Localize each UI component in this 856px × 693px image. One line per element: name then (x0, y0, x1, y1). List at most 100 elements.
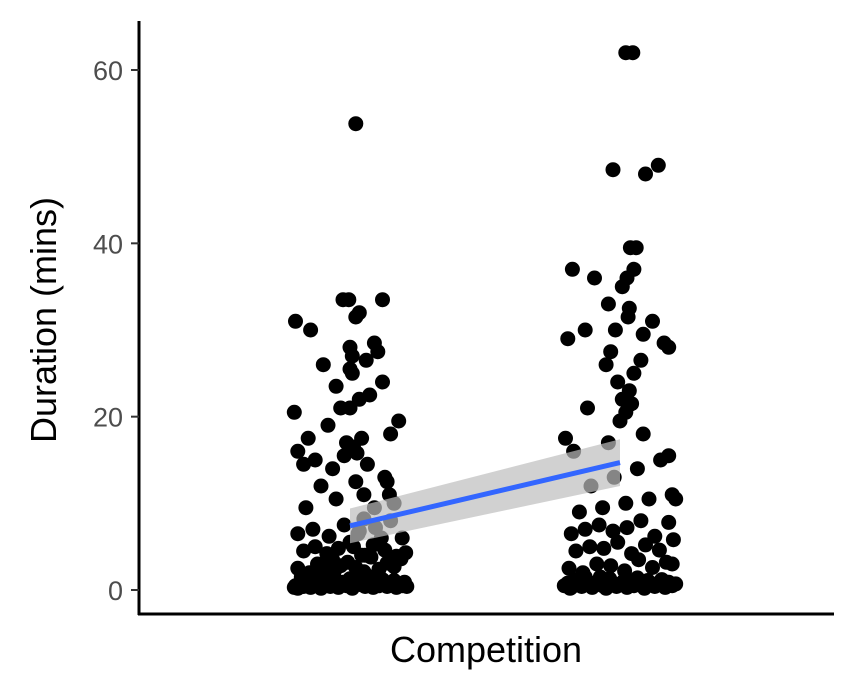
data-point (607, 322, 623, 338)
data-point (635, 326, 651, 342)
data-point (603, 558, 619, 574)
data-point (562, 580, 578, 596)
data-point (563, 526, 579, 542)
data-point (624, 546, 640, 562)
data-point (290, 560, 306, 576)
data-point (307, 539, 323, 555)
data-point (320, 417, 336, 433)
data-point (619, 520, 635, 536)
data-point (664, 556, 680, 572)
data-point (558, 430, 573, 446)
data-point (328, 491, 344, 507)
data-point (358, 352, 374, 368)
data-point (635, 426, 651, 442)
data-point (645, 313, 660, 329)
data-point (605, 162, 621, 178)
data-point (629, 461, 645, 477)
data-point (288, 313, 303, 329)
data-point (342, 361, 358, 377)
y-tick-label: 0 (108, 576, 123, 606)
data-point (357, 547, 373, 563)
data-point (398, 545, 414, 561)
data-point (290, 526, 306, 542)
data-point (587, 270, 602, 286)
data-point (641, 491, 657, 507)
data-point (577, 521, 593, 537)
data-point (650, 157, 666, 173)
trend-layer (349, 439, 621, 544)
data-point (305, 521, 321, 537)
data-point (647, 528, 663, 544)
data-point (582, 539, 598, 555)
data-point (391, 413, 407, 429)
data-point (348, 474, 364, 490)
y-tick-label: 40 (93, 229, 123, 259)
data-point (296, 456, 312, 472)
data-point (328, 560, 344, 576)
data-point (645, 560, 660, 575)
data-point (307, 452, 323, 468)
data-point (638, 166, 653, 182)
data-point (348, 116, 364, 132)
data-point (568, 543, 584, 559)
data-point (290, 443, 306, 459)
data-point (561, 560, 577, 576)
data-point (610, 374, 626, 390)
y-tick-label: 60 (93, 56, 123, 86)
data-point (591, 517, 607, 533)
data-point (628, 240, 644, 256)
data-point (300, 430, 316, 446)
data-point (668, 576, 684, 592)
data-point (651, 542, 667, 558)
data-point (342, 339, 358, 355)
data-point (346, 539, 361, 555)
data-point (668, 491, 684, 507)
data-point (354, 430, 370, 446)
data-point (315, 357, 331, 373)
data-point (339, 435, 354, 451)
data-point (626, 261, 642, 277)
data-point (359, 456, 375, 472)
data-point (625, 45, 641, 61)
x-axis-title: Competition (390, 629, 582, 670)
data-point (383, 426, 399, 442)
data-point (356, 487, 372, 503)
data-point (399, 579, 415, 594)
data-point (366, 335, 382, 351)
data-point (564, 261, 580, 277)
confidence-ribbon (350, 439, 620, 544)
data-point (375, 292, 390, 308)
y-tick-label: 20 (93, 403, 123, 433)
data-point (592, 569, 608, 585)
data-point (394, 530, 410, 546)
data-point (610, 534, 626, 550)
data-point (325, 461, 341, 477)
data-point (598, 357, 614, 373)
data-point (298, 500, 314, 516)
data-point (330, 540, 346, 556)
data-point (351, 305, 367, 321)
data-point (296, 543, 312, 559)
data-point (656, 335, 672, 351)
data-point (560, 331, 576, 347)
data-point (375, 374, 390, 390)
data-point (336, 517, 352, 533)
data-point (379, 474, 395, 490)
data-point (633, 513, 649, 529)
data-point (313, 478, 329, 494)
ticks-layer: 0 20 40 60 (93, 56, 139, 606)
data-point (341, 292, 357, 308)
data-point (377, 542, 393, 558)
data-point (617, 563, 633, 579)
data-point (589, 556, 605, 572)
data-point (575, 565, 591, 581)
data-point (321, 528, 337, 544)
data-point (328, 378, 344, 394)
data-point (626, 365, 642, 381)
data-point (571, 504, 587, 520)
trend-line (349, 460, 621, 529)
data-point (580, 400, 595, 416)
axes-layer (137, 21, 834, 616)
data-point (661, 514, 677, 530)
